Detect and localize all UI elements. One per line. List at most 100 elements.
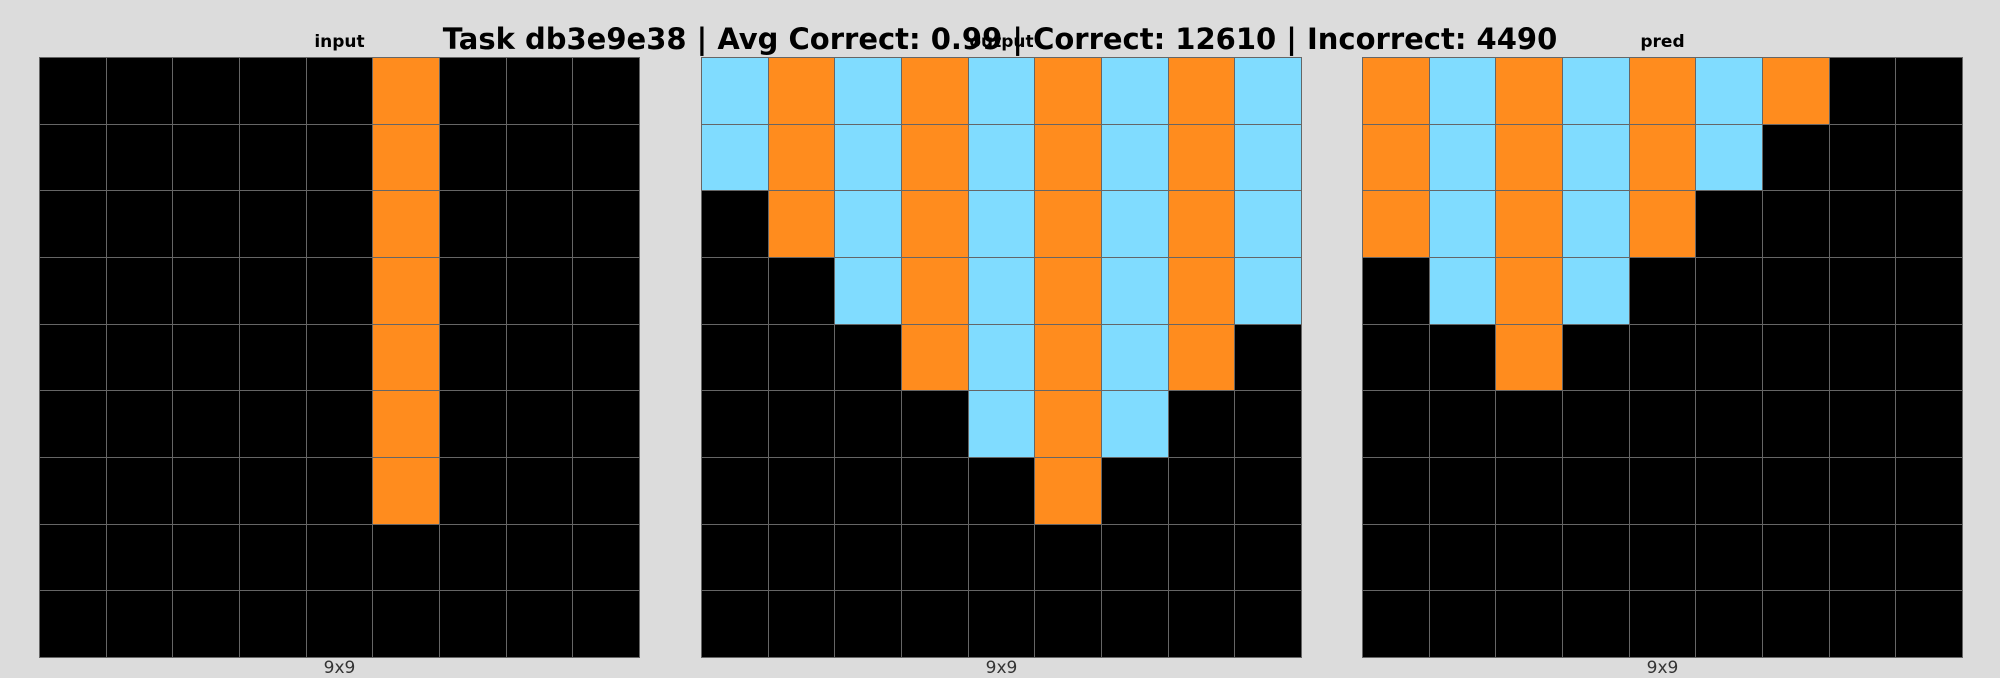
grid-cell: [768, 324, 836, 392]
grid-cell: [1696, 191, 1763, 258]
input-grid-size: 9x9: [323, 658, 356, 678]
grid-cell: [901, 457, 969, 525]
grid-cell: [573, 58, 640, 125]
grid-cell: [40, 591, 107, 658]
grid-cell: [768, 124, 836, 192]
grid-cell: [1363, 324, 1430, 392]
grid-cell: [173, 191, 240, 258]
grid-cell: [506, 124, 574, 192]
grid-cell: [1235, 457, 1302, 525]
grid-cell: [306, 457, 374, 525]
grid-cell: [1429, 457, 1497, 525]
grid-cell: [702, 191, 769, 258]
grid-cell: [1496, 457, 1563, 525]
grid-cell: [173, 257, 240, 325]
input-grid: [39, 57, 640, 658]
grid-cell: [439, 591, 507, 658]
grid-cell: [1235, 257, 1302, 325]
grid-cell: [1035, 58, 1102, 125]
grid-cell: [1496, 391, 1563, 458]
grid-cell: [1429, 591, 1497, 658]
grid-cell: [1829, 457, 1897, 525]
grid-cell: [239, 124, 307, 192]
grid-cell: [835, 58, 902, 125]
grid-cell: [901, 191, 969, 258]
grid-cell: [702, 124, 769, 192]
grid-cell: [573, 391, 640, 458]
grid-cell: [835, 591, 902, 658]
grid-cell: [901, 124, 969, 192]
grid-cell: [1829, 324, 1897, 392]
grid-cell: [1496, 257, 1563, 325]
output-grid-size: 9x9: [985, 658, 1018, 678]
grid-cell: [768, 457, 836, 525]
grid-cell: [1363, 257, 1430, 325]
grid-cell: [1235, 58, 1302, 125]
grid-cell: [1496, 124, 1563, 192]
grid-cell: [1896, 524, 1963, 592]
grid-cell: [573, 257, 640, 325]
grid-cell: [106, 191, 174, 258]
grid-cell: [373, 457, 440, 525]
grid-cell: [239, 324, 307, 392]
grid-cell: [1696, 257, 1763, 325]
grid-cell: [901, 324, 969, 392]
grid-cell: [901, 391, 969, 458]
grid-cell: [439, 324, 507, 392]
grid-cell: [1562, 324, 1630, 392]
grid-cell: [1429, 257, 1497, 325]
grid-cell: [1363, 391, 1430, 458]
grid-cell: [702, 524, 769, 592]
grid-cell: [40, 58, 107, 125]
grid-cell: [1429, 58, 1497, 125]
grid-cell: [506, 457, 574, 525]
grid-cell: [173, 457, 240, 525]
grid-cell: [1035, 591, 1102, 658]
grid-cell: [1829, 124, 1897, 192]
grid-cell: [1235, 524, 1302, 592]
grid-cell: [373, 124, 440, 192]
grid-cell: [1168, 524, 1236, 592]
grid-cell: [835, 324, 902, 392]
grid-cell: [40, 191, 107, 258]
grid-cell: [1101, 457, 1169, 525]
grid-cell: [1829, 524, 1897, 592]
grid-cell: [573, 124, 640, 192]
grid-cell: [306, 191, 374, 258]
grid-cell: [835, 191, 902, 258]
grid-cell: [439, 524, 507, 592]
grid-cell: [1101, 257, 1169, 325]
grid-cell: [1696, 124, 1763, 192]
grid-cell: [1363, 457, 1430, 525]
grid-cell: [1629, 524, 1697, 592]
grid-cell: [1629, 324, 1697, 392]
grid-cell: [106, 257, 174, 325]
grid-cell: [573, 524, 640, 592]
grid-cell: [439, 58, 507, 125]
grid-cell: [702, 58, 769, 125]
grid-cell: [1896, 257, 1963, 325]
grid-cell: [1035, 124, 1102, 192]
pred-panel-title: pred: [1640, 32, 1685, 52]
grid-cell: [173, 391, 240, 458]
grid-cell: [106, 457, 174, 525]
grid-cell: [968, 591, 1036, 658]
grid-cell: [1429, 191, 1497, 258]
grid-cell: [239, 58, 307, 125]
grid-cell: [239, 257, 307, 325]
grid-cell: [1762, 257, 1830, 325]
grid-cell: [1363, 524, 1430, 592]
grid-cell: [1696, 58, 1763, 125]
grid-cell: [1363, 591, 1430, 658]
grid-cell: [968, 257, 1036, 325]
grid-cell: [1562, 124, 1630, 192]
grid-cell: [968, 324, 1036, 392]
grid-cell: [835, 457, 902, 525]
grid-cell: [768, 257, 836, 325]
grid-cell: [1363, 124, 1430, 192]
grid-cell: [1762, 191, 1830, 258]
grid-cell: [1629, 391, 1697, 458]
grid-cell: [1496, 524, 1563, 592]
grid-cell: [702, 324, 769, 392]
grid-cell: [1629, 58, 1697, 125]
